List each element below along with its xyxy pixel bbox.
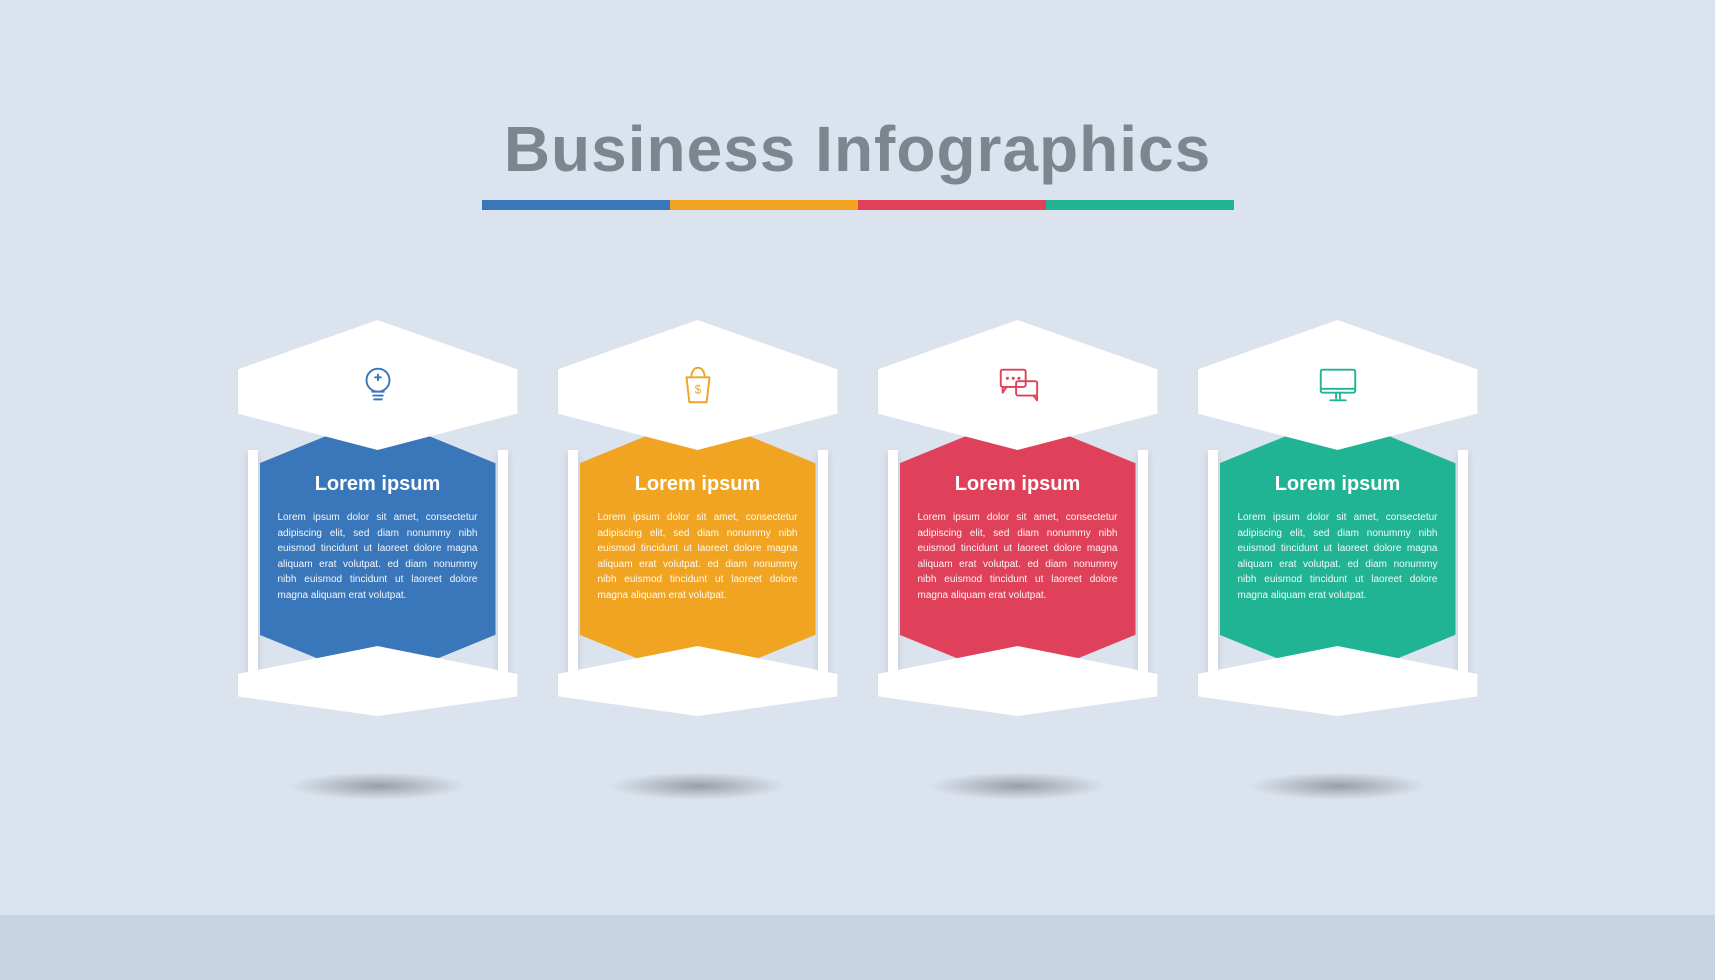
card-drop-shadow bbox=[1248, 772, 1428, 800]
underline-seg-2 bbox=[670, 200, 858, 210]
card-rail-left bbox=[248, 450, 258, 680]
card-body: Lorem ipsum Lorem ipsum dolor sit amet, c… bbox=[900, 415, 1136, 683]
card-cap-top bbox=[878, 320, 1158, 450]
card-drop-shadow bbox=[608, 772, 788, 800]
infographic-card-4: Lorem ipsum Lorem ipsum dolor sit amet, c… bbox=[1198, 340, 1478, 710]
card-cap-bottom bbox=[238, 646, 518, 716]
card-rail-right bbox=[1138, 450, 1148, 680]
card-body-text: Lorem ipsum dolor sit amet, consectetur … bbox=[278, 510, 478, 603]
card-heading: Lorem ipsum bbox=[1238, 473, 1438, 496]
infographic-stage: Business Infographics Lorem ipsumLorem i… bbox=[0, 0, 1715, 980]
card-body: Lorem ipsum Lorem ipsum dolor sit amet, c… bbox=[580, 415, 816, 683]
card-cap-top bbox=[238, 320, 518, 450]
card-heading: Lorem ipsum bbox=[278, 473, 478, 496]
card-rail-left bbox=[888, 450, 898, 680]
shopping-bag-icon bbox=[675, 362, 721, 408]
underline-seg-4 bbox=[1046, 200, 1234, 210]
page-title: Business Infographics bbox=[504, 112, 1211, 186]
infographic-card-3: Lorem ipsum Lorem ipsum dolor sit amet, c… bbox=[878, 340, 1158, 710]
chat-bubbles-icon bbox=[995, 362, 1041, 408]
monitor-icon bbox=[1315, 362, 1361, 408]
card-drop-shadow bbox=[928, 772, 1108, 800]
card-rail-left bbox=[1208, 450, 1218, 680]
card-heading: Lorem ipsum bbox=[918, 473, 1118, 496]
card-rail-right bbox=[818, 450, 828, 680]
lightbulb-icon bbox=[355, 362, 401, 408]
underline-seg-3 bbox=[858, 200, 1046, 210]
card-drop-shadow bbox=[288, 772, 468, 800]
card-body: Lorem ipsum Lorem ipsum dolor sit amet, c… bbox=[260, 415, 496, 683]
card-cap-top bbox=[558, 320, 838, 450]
card-cap-bottom bbox=[878, 646, 1158, 716]
infographic-card-2: Lorem ipsum Lorem ipsum dolor sit amet, c… bbox=[558, 340, 838, 710]
card-cap-bottom bbox=[558, 646, 838, 716]
card-body-text: Lorem ipsum dolor sit amet, consectetur … bbox=[598, 510, 798, 603]
cards-row: Lorem ipsum Lorem ipsum dolor sit amet, c… bbox=[238, 340, 1478, 710]
underline-seg-1 bbox=[482, 200, 670, 210]
card-cap-top bbox=[1198, 320, 1478, 450]
card-body-text: Lorem ipsum dolor sit amet, consectetur … bbox=[1238, 510, 1438, 603]
card-cap-bottom bbox=[1198, 646, 1478, 716]
card-heading: Lorem ipsum bbox=[598, 473, 798, 496]
infographic-card-1: Lorem ipsum Lorem ipsum dolor sit amet, c… bbox=[238, 340, 518, 710]
card-body: Lorem ipsum Lorem ipsum dolor sit amet, c… bbox=[1220, 415, 1456, 683]
card-body-text: Lorem ipsum dolor sit amet, consectetur … bbox=[918, 510, 1118, 603]
card-rail-right bbox=[498, 450, 508, 680]
card-rail-left bbox=[568, 450, 578, 680]
title-underline bbox=[482, 200, 1234, 210]
card-rail-right bbox=[1458, 450, 1468, 680]
footer-band bbox=[0, 915, 1715, 980]
